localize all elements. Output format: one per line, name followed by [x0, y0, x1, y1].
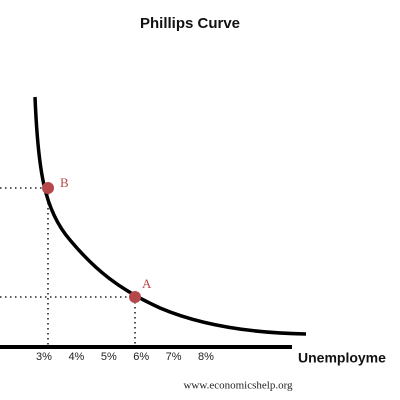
point-label: A [142, 276, 152, 291]
footer: www.economicshelp.org [183, 380, 293, 392]
x-tick-label: 5% [101, 351, 117, 363]
x-tick-label: 6% [133, 351, 149, 363]
point-label: B [60, 175, 69, 190]
x-tick-label: 4% [68, 351, 84, 363]
x-tick-label: 7% [166, 351, 182, 363]
x-tick-label: 3% [36, 351, 52, 363]
phillips-curve [33, 96, 307, 336]
x-tick-label: 8% [198, 351, 214, 363]
point-marker [129, 291, 141, 303]
point-marker [42, 182, 54, 194]
x-axis-label: Unemployme [298, 350, 386, 366]
title: Phillips Curve [140, 15, 240, 32]
